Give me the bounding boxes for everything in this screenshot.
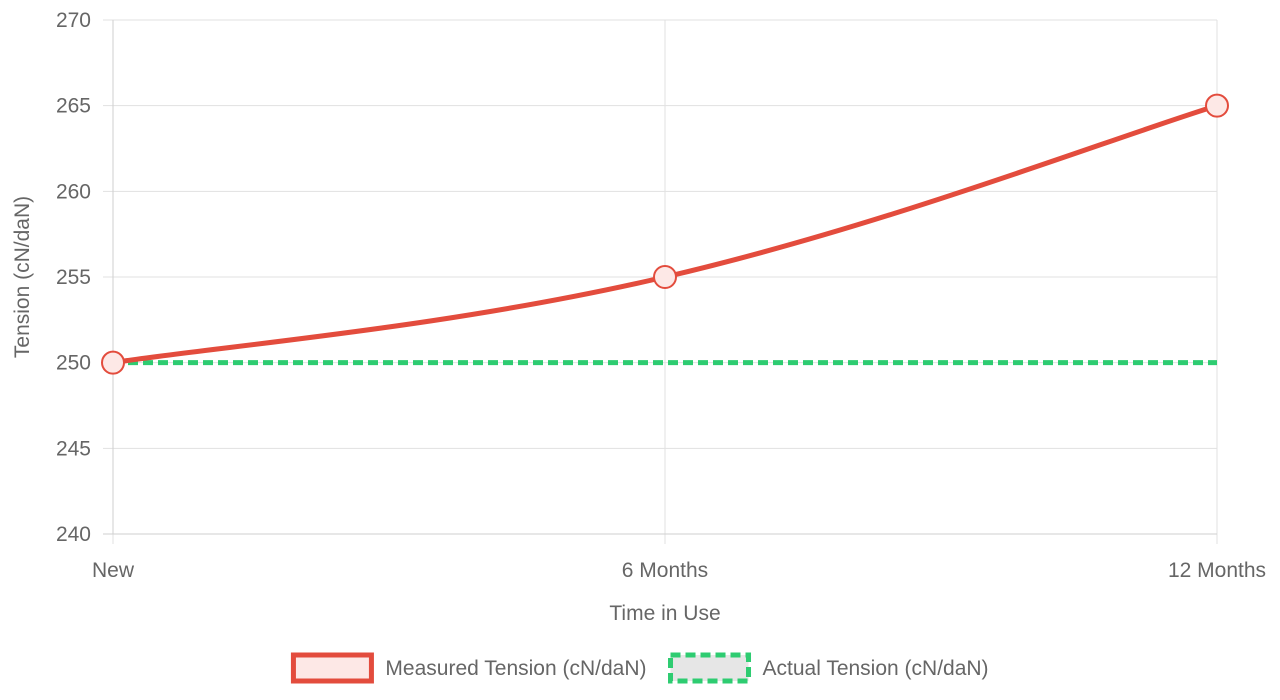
y-axis-title: Tension (cN/daN) (11, 196, 34, 358)
x-axis-ticks: New 6 Months 12 Months (92, 559, 1266, 582)
legend-label-measured-tension: Measured Tension (cN/daN) (385, 657, 646, 680)
y-tick-label: 255 (56, 266, 91, 289)
measured-tension-point (1205, 93, 1229, 118)
grid-lines (103, 19, 1218, 544)
legend-label-actual-tension: Actual Tension (cN/daN) (763, 657, 989, 680)
y-tick-label: 240 (56, 523, 91, 546)
y-tick-label: 245 (56, 437, 91, 460)
y-tick-label: 250 (56, 352, 91, 375)
y-axis-ticks: 240 245 250 255 260 265 270 (56, 9, 91, 546)
x-axis-title: Time in Use (609, 602, 720, 625)
measured-tension-point (653, 265, 677, 289)
measured-tension-point (101, 350, 125, 375)
legend: Measured Tension (cN/daN) Actual Tension … (290, 652, 989, 684)
y-tick-label: 270 (56, 9, 91, 32)
legend-swatch-actual-tension (668, 652, 752, 684)
x-tick-label: 6 Months (622, 559, 708, 582)
legend-swatch-measured-tension (290, 652, 374, 684)
y-tick-label: 260 (56, 180, 91, 203)
y-tick-label: 265 (56, 95, 91, 118)
x-tick-label: 12 Months (1168, 559, 1266, 582)
x-tick-label: New (92, 559, 135, 582)
series-lines (101, 93, 1229, 375)
